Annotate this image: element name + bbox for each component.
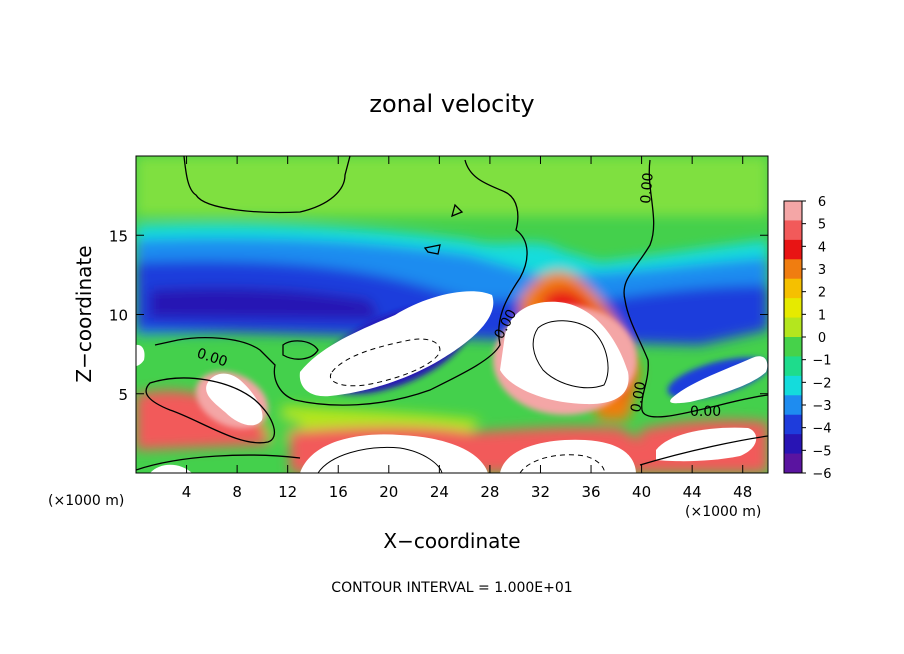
contour-label-right: 0.00 [628,380,649,413]
colorbar-tick-label: −5 [812,444,831,459]
band-indigo [150,287,380,320]
contour-surface [136,454,301,471]
chart-title: zonal velocity [369,90,534,118]
dashed-contour-bottom [519,454,605,473]
x-tick-label: 44 [683,483,702,501]
contour-inner-central [532,320,609,389]
saturated-regions [136,291,768,473]
colorbar-swatch [784,220,802,241]
negative-contours [329,338,605,473]
x-unit-left: (×1000 m) [48,493,124,509]
colorbar-tick-label: −2 [812,376,831,391]
colorbar-tick-label: −1 [812,354,831,369]
colorbar-tick-label: 0 [818,331,826,346]
x-tick-label: 20 [379,483,398,501]
velocity-field [136,156,768,473]
y-tick-label: 10 [109,307,128,325]
colorbar-swatch [784,356,802,377]
colorbar-swatch [784,337,802,357]
x-tick-label: 40 [632,483,651,501]
x-tick-label: 4 [182,483,192,501]
white-core-bottom-mid [500,439,636,473]
colorbar-swatch [784,395,802,416]
colorbar-swatch [784,317,802,338]
contour-interval-note: CONTOUR INTERVAL = 1.000E+01 [331,580,572,596]
zero-contour-top [183,156,351,214]
white-core-upper-left [299,291,494,397]
x-tick-label: 8 [232,483,242,501]
white-core-central [500,301,629,405]
contour-lines [136,156,768,473]
colorbar-swatch [784,278,802,299]
contour-inner-bottom [317,446,443,473]
contour-surface-right [639,435,768,466]
x-tick-label: 36 [581,483,600,501]
zero-contour-center [154,159,528,406]
white-core-bottom-left [150,464,192,473]
colorbar-tick-label: 4 [818,240,826,255]
colorbar-swatch [784,434,802,455]
colorbar-tick-label: 1 [818,308,826,323]
contour-label-bottom-right: 0.00 [690,404,721,420]
white-core-left [206,373,263,426]
x-tick-label: 48 [733,483,752,501]
colorbar-swatch [784,453,802,474]
x-tick-label: 24 [430,483,449,501]
colorbar-tick-label: −4 [812,422,831,437]
zero-contour-right [623,159,768,418]
contour-islands [282,203,464,360]
colorbar-swatch [784,414,802,435]
dashed-contour-upper-left [329,338,441,387]
colorbar-swatch [784,259,802,280]
x-tick-label: 32 [531,483,550,501]
x-axis-label: X−coordinate [383,529,520,553]
colorbar-tick-label: 3 [818,263,826,278]
white-core-right [670,356,768,404]
y-axis: 5 10 15 [109,227,768,404]
band-upper-green [136,156,768,216]
x-tick-label: 16 [329,483,348,501]
white-core-bottom-right [656,427,757,462]
x-tick-label: 28 [480,483,499,501]
colorbar-swatch [784,298,802,319]
colorbar-swatch [784,201,802,221]
colorbar-tick-label: 2 [818,286,826,301]
y-tick-label: 5 [118,386,128,404]
band-lower-yellow [280,405,480,432]
white-core-far-left [136,344,145,366]
x-tick-label: 12 [278,483,297,501]
x-unit-right: (×1000 m) [685,504,761,520]
colorbar-swatch [784,239,802,260]
colorbar-tick-label: 6 [818,195,826,210]
x-axis: 4 8 12 16 20 24 28 32 36 40 44 48 [182,156,752,501]
y-tick-label: 15 [109,227,128,245]
y-axis-label: Z−coordinate [72,245,96,382]
colorbar-swatch [784,375,802,396]
colorbar-tick-label: 5 [818,218,826,233]
white-core-bottom-center [300,434,488,473]
band-surface-left [136,390,270,450]
contour-label-top: 0.00 [638,172,657,204]
contour-left-loop [145,377,276,444]
colorbar: 6 5 4 3 2 1 0 −1 −2 −3 −4 −5 −6 [783,195,832,482]
colorbar-tick-label: −3 [812,399,831,414]
colorbar-tick-label: −6 [812,467,831,482]
